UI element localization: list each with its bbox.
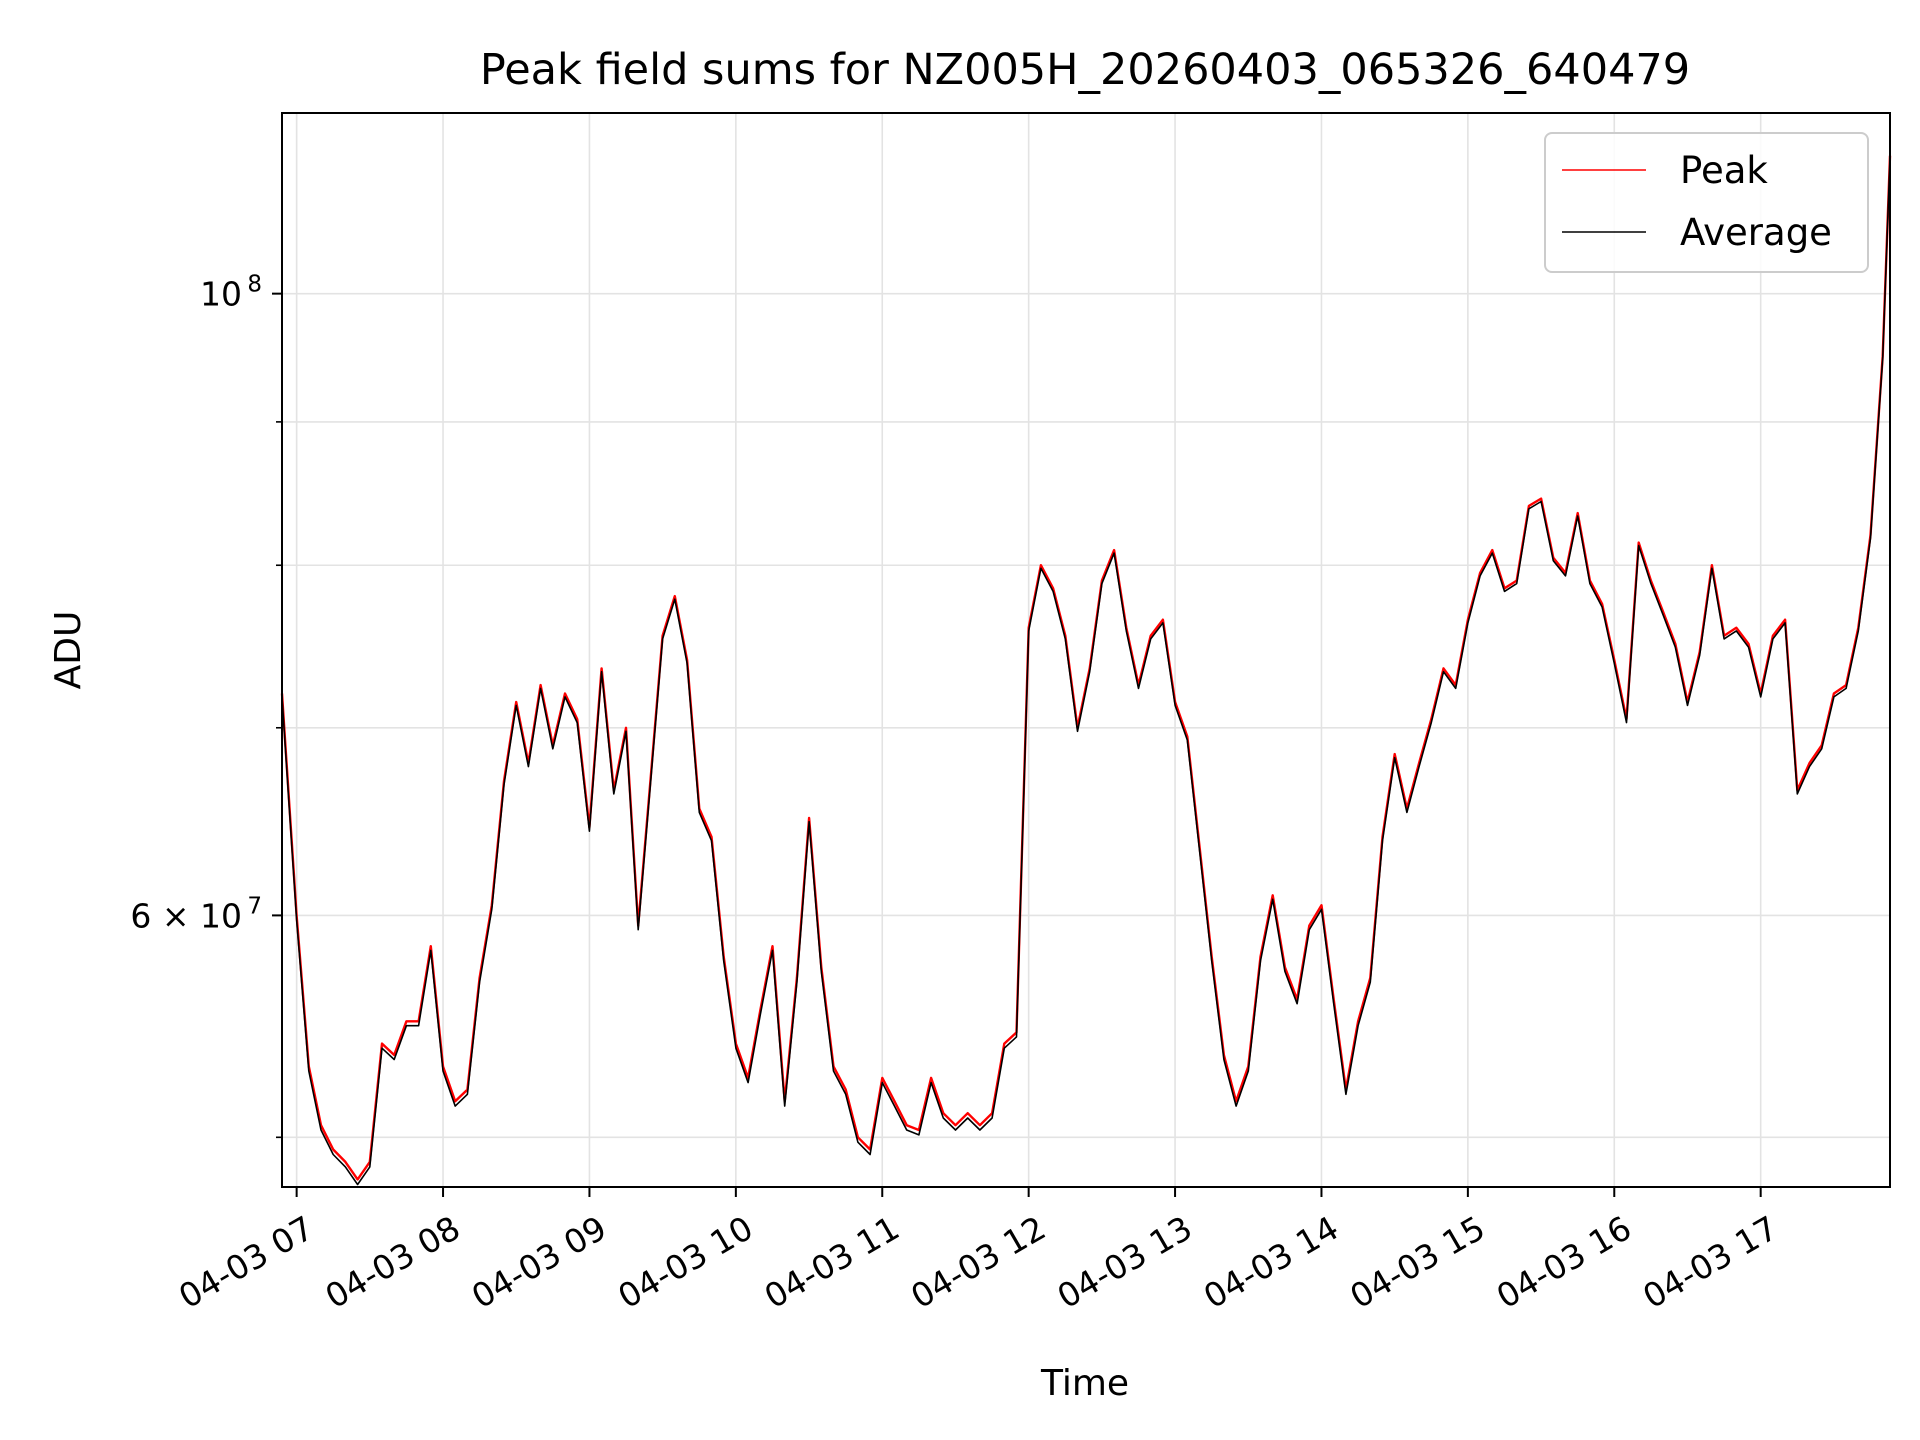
legend: Peak Average — [1544, 132, 1869, 273]
legend-average-label: Average — [1680, 211, 1832, 254]
legend-peak-label: Peak — [1680, 149, 1768, 192]
x-axis-label: Time — [1040, 1363, 1129, 1404]
y-tick-mantissa: 6 × 10 — [130, 896, 242, 935]
y-tick-label: 6 × 10 — [130, 896, 242, 935]
y-tick-exponent: 8 — [247, 272, 262, 298]
series-layer — [280, 155, 1892, 1186]
series-line-average — [281, 157, 1891, 1186]
y-tick-label: 10 — [200, 275, 242, 314]
plot-frame — [281, 112, 1891, 1188]
chart-title: Peak field sums for NZ005H_20260403_0653… — [480, 45, 1690, 95]
y-tick-mantissa: 10 — [200, 275, 242, 314]
legend-box — [1544, 132, 1869, 273]
y-axis-label: ADU — [48, 611, 89, 690]
grid — [282, 113, 1890, 1187]
y-tick-exponent: 7 — [247, 893, 262, 919]
